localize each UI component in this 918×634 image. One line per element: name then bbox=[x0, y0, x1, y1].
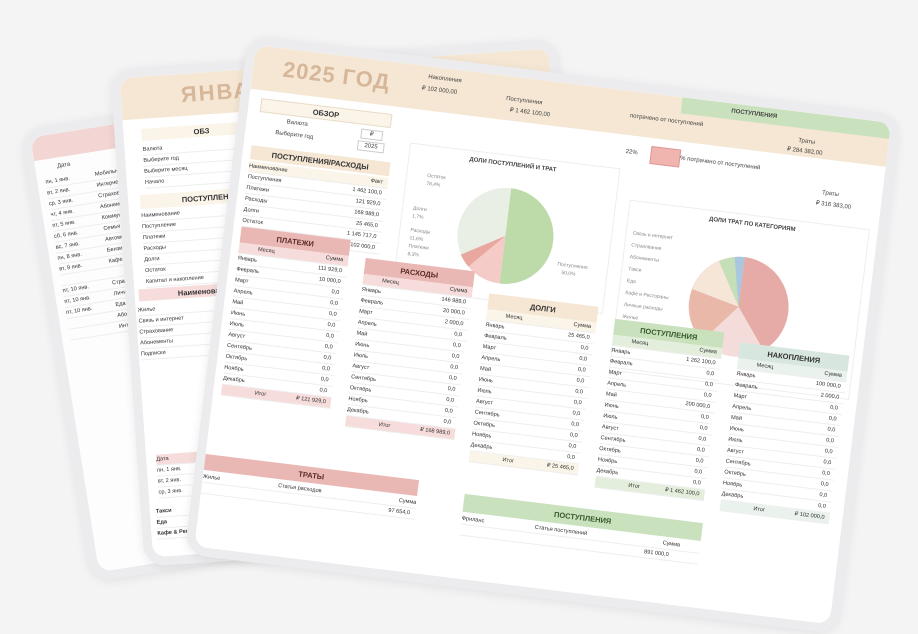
pie-label: Еда bbox=[626, 278, 637, 286]
expenses-table: РАСХОДЫ Месяц Сумма Январь 146 989,0 Февраль 2… bbox=[344, 258, 475, 441]
pie1-slice-expenses bbox=[460, 235, 506, 267]
payments-table: ПЛАТЕЖИ Месяц Сумма Январь 111 929,0 Февраль 1… bbox=[220, 226, 351, 409]
cell: Итог bbox=[378, 421, 391, 430]
cell: пн, 1 янв. bbox=[156, 465, 182, 474]
spent-percent-swatch bbox=[649, 145, 682, 168]
cell: Итог bbox=[627, 482, 641, 491]
expenses-value: ₽ 316 383,00 bbox=[815, 200, 852, 211]
currency-label: Валюта bbox=[286, 119, 309, 128]
cell: Итог bbox=[752, 506, 766, 514]
pie1-slice-payments bbox=[468, 235, 506, 284]
back-date-header: Дата bbox=[56, 161, 71, 170]
pie2-slice-1 bbox=[738, 257, 789, 351]
pie-income-panel: ДОЛИ ПОСТУПЛЕНИЙ И ТРАТ Остаток 78,4% Долг… bbox=[392, 142, 621, 315]
expenses-rows: Месяц Сумма Январь 146 989,0 Февраль 20 000,0… bbox=[344, 273, 473, 441]
cell: Итог bbox=[502, 457, 515, 465]
pie2-slice-4 bbox=[692, 261, 739, 307]
savings-rows: Месяц Сумма Январь 100 000,0 Февраль 2 000,0 М… bbox=[719, 358, 848, 525]
debts-table: ДОЛГИ Месяц Сумма Январь 25 465,0 Февраль 0,0 М… bbox=[468, 293, 599, 476]
cell: Итог bbox=[254, 390, 267, 398]
pie2-slice-3 bbox=[689, 289, 739, 341]
spent-percent-value: 22% bbox=[625, 148, 638, 157]
expenses-label: Траты bbox=[821, 190, 840, 199]
cell: Дата bbox=[156, 455, 169, 463]
pie2-slice-6 bbox=[734, 256, 745, 307]
payments-rows: Месяц Сумма Январь 111 929,0 Февраль 10 000,0… bbox=[220, 242, 349, 409]
pie1-slice-income bbox=[499, 188, 554, 284]
pie2-slice-5 bbox=[718, 256, 739, 307]
income-table: ПОСТУПЛЕНИЯ Месяц Сумма Январь 1 262 100,0 Фе… bbox=[594, 318, 725, 501]
front-sheet-card: 2025 ГОД Накопления ₽ 102 000,00 Поступл… bbox=[184, 35, 902, 634]
cell bbox=[70, 327, 119, 335]
currency-select[interactable]: ₽ bbox=[360, 128, 384, 142]
spent-percent-label: % потрачено от поступлений bbox=[679, 155, 761, 172]
income-rows: Месяц Сумма Январь 1 262 100,0 Февраль 0,0 Мар… bbox=[594, 334, 723, 501]
pie-income-chart bbox=[457, 187, 554, 284]
savings-table: НАКОПЛЕНИЯ Месяц Сумма Январь 100 000,0 Февра… bbox=[719, 342, 850, 525]
debts-rows: Месяц Сумма Январь 25 465,0 Февраль 0,0 Март 0,… bbox=[468, 309, 597, 476]
year-label: Выберите год bbox=[274, 130, 314, 141]
year-select[interactable]: 2025 bbox=[356, 140, 386, 154]
